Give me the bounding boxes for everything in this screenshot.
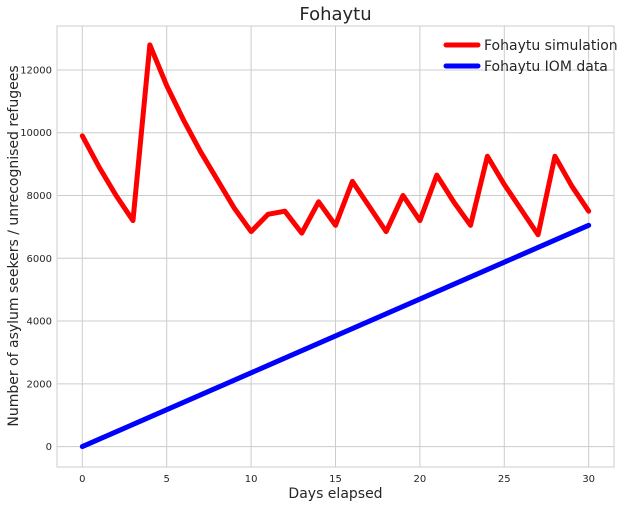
x-tick-label: 20 — [414, 474, 427, 485]
y-tick-label: 6000 — [27, 254, 52, 265]
series-line-2 — [79, 222, 592, 450]
x-axis-label: Days elapsed — [288, 486, 382, 502]
legend-label: Fohaytu IOM data — [484, 59, 608, 75]
y-tick-label: 2000 — [27, 379, 52, 390]
chart-title: Fohaytu — [299, 4, 371, 25]
x-tick-label: 0 — [79, 474, 85, 485]
x-tick-labels: 0 5 10 15 20 25 30 — [79, 474, 595, 485]
legend-label: Fohaytu simulation — [484, 38, 618, 54]
y-tick-label: 4000 — [27, 317, 52, 328]
legend: Fohaytu simulation Fohaytu IOM data — [443, 38, 618, 75]
y-tick-labels: 0 2000 4000 6000 8000 10000 12000 — [20, 65, 52, 453]
x-tick-label: 30 — [582, 474, 595, 485]
y-tick-label: 12000 — [20, 65, 52, 76]
y-tick-label: 0 — [46, 442, 52, 453]
x-tick-label: 5 — [164, 474, 170, 485]
y-axis-label: Number of asylum seekers / unrecognised … — [6, 65, 22, 426]
series-line-1 — [79, 42, 592, 238]
x-tick-label: 10 — [245, 474, 258, 485]
x-tick-label: 25 — [498, 474, 511, 485]
y-tick-label: 10000 — [20, 128, 52, 139]
y-tick-label: 8000 — [27, 191, 52, 202]
series-lines — [79, 42, 592, 450]
x-tick-label: 15 — [329, 474, 342, 485]
